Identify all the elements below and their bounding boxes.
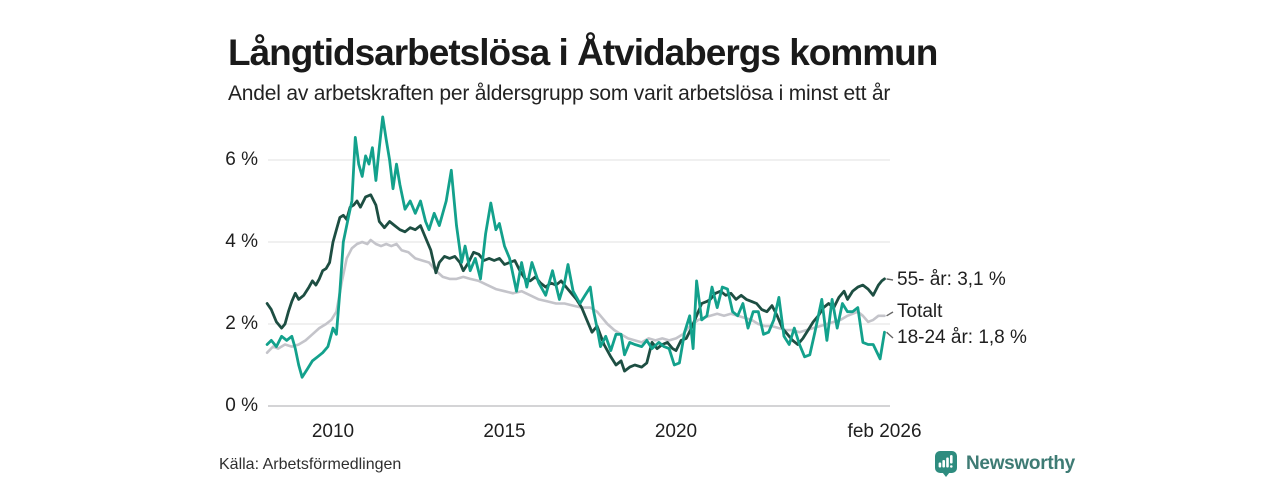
legend-label-18-24-år: 18-24 år: 1,8 % <box>897 327 1027 348</box>
y-axis-tick-label: 6 % <box>225 149 258 170</box>
source-caption: Källa: Arbetsförmedlingen <box>219 456 402 473</box>
series-line-55-år <box>265 193 886 373</box>
brand-logo: Newsworthy <box>934 449 1075 479</box>
x-axis-tick-label: feb 2026 <box>847 421 922 442</box>
y-axis-tick-label: 4 % <box>225 231 258 252</box>
legend-label-55-år: 55- år: 3,1 % <box>897 269 1006 290</box>
x-axis-tick-label: 2010 <box>311 421 355 442</box>
newsworthy-bars-icon <box>935 451 957 477</box>
x-axis-tick-label: 2020 <box>654 421 698 442</box>
legend-leader-line <box>886 311 894 317</box>
legend-label-totalt: Totalt <box>897 301 943 322</box>
legend-leader-line <box>886 331 894 339</box>
y-axis-tick-label: 2 % <box>225 313 258 334</box>
y-axis-tick-label: 0 % <box>225 395 258 416</box>
series-line-18-24-år <box>265 115 886 379</box>
chart-title: Långtidsarbetslösa i Åtvidabergs kommun <box>228 31 938 73</box>
legend-leader-line <box>886 278 894 281</box>
brand-wordmark: Newsworthy <box>966 453 1075 474</box>
x-axis-tick-label: 2015 <box>483 421 526 442</box>
chart-subtitle: Andel av arbetskraften per åldersgrupp s… <box>228 82 891 105</box>
